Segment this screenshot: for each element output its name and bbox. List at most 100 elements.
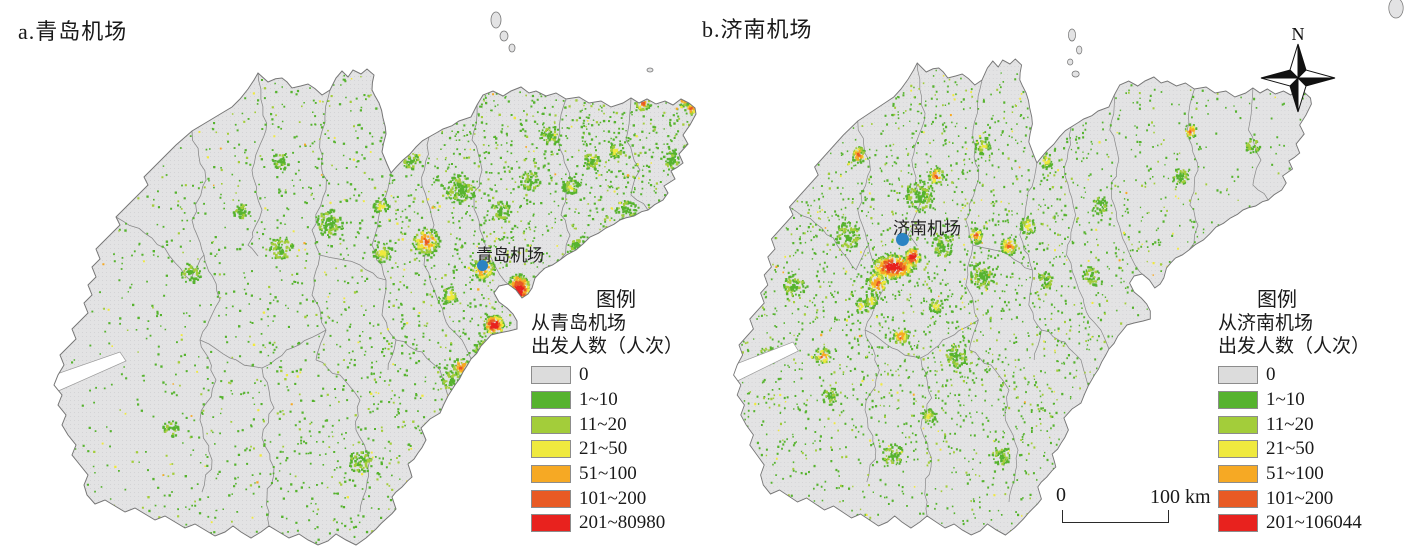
airport-label-qingdao: 青岛机场 — [476, 246, 544, 265]
density-dots — [490, 285, 524, 329]
legend-swatch — [1218, 415, 1258, 434]
density-dots — [885, 254, 917, 271]
legend-swatch — [1218, 489, 1258, 508]
legend-class-label: 0 — [1266, 364, 1276, 386]
island — [1071, 70, 1080, 78]
prefecture-boundary — [471, 104, 509, 285]
legend-swatch — [1218, 440, 1258, 459]
legend-class-label: 201~106044 — [1266, 512, 1362, 534]
legend-rows: 0 1~10 11~20 21~50 51~100 101~200 201~80980 — [531, 363, 701, 536]
legend-rows: 0 1~10 11~20 21~50 51~100 101~200 201~106044 — [1218, 363, 1408, 536]
legend-row: 21~50 — [1218, 437, 1408, 462]
scale-bar: 0 100 km — [1048, 484, 1228, 534]
legend-row: 0 — [1218, 363, 1408, 388]
island — [646, 67, 654, 73]
legend-jinan: 图例 从济南机场 出发人数（人次） 0 1~10 11~20 21~50 51~100 1… — [1218, 288, 1408, 536]
north-label: N — [1292, 24, 1305, 44]
north-arrow: N — [1260, 24, 1336, 113]
legend-subtitle-line2: 出发人数（人次） — [531, 336, 684, 357]
prefecture-boundary — [311, 254, 327, 361]
legend-row: 201~80980 — [531, 511, 701, 536]
legend-swatch — [531, 415, 571, 434]
prefecture-boundary — [261, 367, 275, 527]
prefecture-boundary — [907, 62, 926, 247]
legend-class-label: 101~200 — [579, 487, 647, 509]
lake — [733, 341, 799, 383]
legend-class-label: 11~20 — [579, 413, 627, 435]
legend-row: 201~106044 — [1218, 511, 1408, 536]
airport-marker-qingdao — [477, 260, 488, 271]
legend-qingdao: 图例 从青岛机场 出发人数（人次） 0 1~10 11~20 21~50 51~100 1… — [531, 288, 701, 536]
legend-title: 图例 — [1257, 289, 1297, 311]
prefecture-boundary — [1186, 88, 1199, 251]
legend-swatch — [1218, 514, 1258, 533]
legend-class-label: 51~100 — [1266, 463, 1324, 485]
legend-swatch — [1218, 465, 1258, 484]
legend-class-label: 11~20 — [1266, 413, 1314, 435]
island — [1067, 58, 1074, 66]
legend-row: 1~10 — [1218, 388, 1408, 413]
prefecture-boundary — [1109, 94, 1143, 275]
prefecture-boundary — [319, 254, 387, 281]
compass-star — [1260, 43, 1336, 113]
prefecture-boundary — [969, 349, 1019, 503]
legend-swatch — [531, 489, 571, 508]
island — [1388, 0, 1404, 19]
density-dots — [820, 130, 1192, 359]
province-outline — [733, 58, 1312, 536]
legend-row: 21~50 — [531, 437, 701, 462]
map-b — [733, 0, 1404, 536]
scale-bar-start-label: 0 — [1056, 484, 1066, 506]
island — [499, 30, 509, 42]
prefecture-boundary — [115, 216, 191, 281]
legend-swatch — [531, 391, 571, 410]
prefecture-boundary — [315, 359, 371, 513]
legend-row: 11~20 — [1218, 412, 1408, 437]
prefecture-boundary — [1019, 162, 1038, 271]
panel-a-title: a.青岛机场 — [18, 19, 128, 44]
legend-class-label: 21~50 — [579, 438, 628, 460]
island — [1068, 28, 1076, 42]
legend-swatch — [531, 465, 571, 484]
island — [490, 11, 502, 29]
legend-class-label: 201~80980 — [579, 512, 666, 534]
legend-class-label: 1~10 — [1266, 389, 1305, 411]
legend-subtitle-line1: 从青岛机场 — [531, 313, 627, 334]
prefecture-boundary — [189, 130, 207, 281]
island — [1076, 45, 1083, 55]
island — [508, 43, 516, 53]
prefecture-boundary — [1041, 329, 1089, 387]
legend-class-label: 1~10 — [579, 389, 618, 411]
legend-swatch — [531, 514, 571, 533]
airport-marker-jinan — [896, 233, 909, 246]
prefecture-boundary — [864, 319, 979, 359]
prefecture-boundary — [199, 254, 221, 493]
legend-class-label: 101~200 — [1266, 487, 1334, 509]
prefecture-boundary — [199, 329, 327, 369]
prefecture-boundary — [965, 79, 983, 246]
legend-subtitle-line2: 出发人数（人次） — [1218, 336, 1371, 357]
province-outline — [53, 68, 697, 546]
legend-swatch — [1218, 366, 1258, 385]
legend-row: 11~20 — [531, 412, 701, 437]
scale-bar-end-label: 100 km — [1150, 486, 1211, 508]
legend-swatch — [531, 440, 571, 459]
legend-row: 101~200 — [531, 486, 701, 511]
panel-b-title: b.济南机场 — [702, 17, 813, 42]
legend-class-label: 51~100 — [579, 463, 637, 485]
legend-swatch — [531, 366, 571, 385]
legend-subtitle-line1: 从济南机场 — [1218, 313, 1314, 334]
prefecture-boundary — [920, 357, 933, 517]
legend-row: 51~100 — [1218, 462, 1408, 487]
prefecture-boundary — [421, 136, 472, 360]
legend-swatch — [1218, 391, 1258, 410]
legend-class-label: 0 — [579, 364, 589, 386]
legend-row: 51~100 — [531, 462, 701, 487]
airport-label-jinan: 济南机场 — [893, 219, 961, 238]
lake — [54, 351, 127, 393]
prefecture-boundary — [247, 72, 268, 257]
prefecture-boundary — [625, 97, 649, 211]
legend-title: 图例 — [596, 289, 636, 311]
